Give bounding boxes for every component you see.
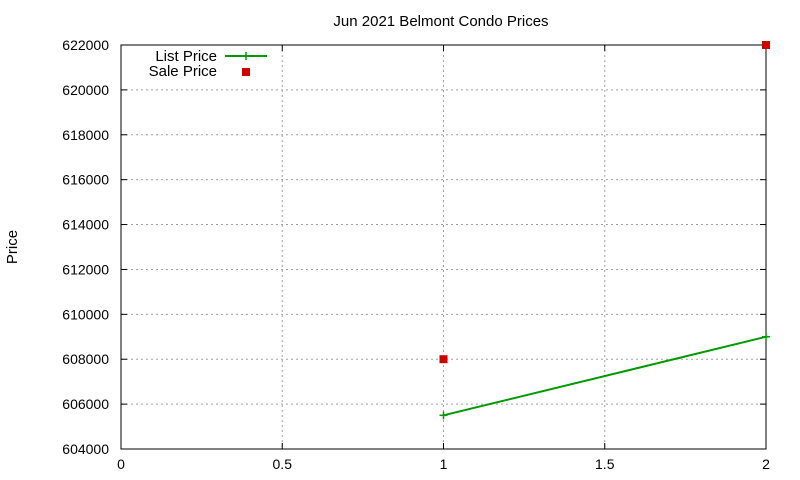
legend: List Price Sale Price: [149, 48, 267, 80]
y-tick-label: 616000: [62, 172, 109, 188]
sale-price-point: [439, 355, 448, 364]
y-tick-label: 622000: [62, 37, 109, 53]
x-tick-label: 2: [762, 456, 770, 472]
y-tick-label: 608000: [62, 351, 109, 367]
y-tick-label: 612000: [62, 261, 109, 277]
axis-ticks: 604000 606000 608000 610000 612000 614000 6160…: [62, 37, 770, 472]
y-tick-label: 620000: [62, 82, 109, 98]
sale-price-point: [762, 41, 770, 49]
y-tick-label: 614000: [62, 217, 109, 233]
x-tick-label: 0.5: [273, 456, 293, 472]
x-tick-label: 0: [117, 456, 125, 472]
legend-label-list-price: List Price: [155, 48, 217, 65]
grid: [121, 45, 766, 449]
list-price-point: [439, 411, 448, 420]
legend-marker-sale-price: [242, 68, 250, 76]
legend-cross: [242, 52, 250, 60]
legend-label-sale-price: Sale Price: [149, 63, 217, 80]
x-tick-label: 1: [440, 456, 448, 472]
legend-marker-list-price: [242, 52, 250, 60]
series: [439, 41, 770, 420]
y-tick-label: 618000: [62, 127, 109, 143]
y-tick-label: 606000: [62, 396, 109, 412]
y-axis-label: Price: [4, 230, 21, 264]
chart-title: Jun 2021 Belmont Condo Prices: [333, 13, 548, 30]
x-tick-label: 1.5: [595, 456, 615, 472]
y-tick-label: 610000: [62, 306, 109, 322]
y-tick-label: 604000: [62, 441, 109, 457]
list-price-line: [443, 335, 767, 417]
list-price-point: [762, 332, 770, 341]
